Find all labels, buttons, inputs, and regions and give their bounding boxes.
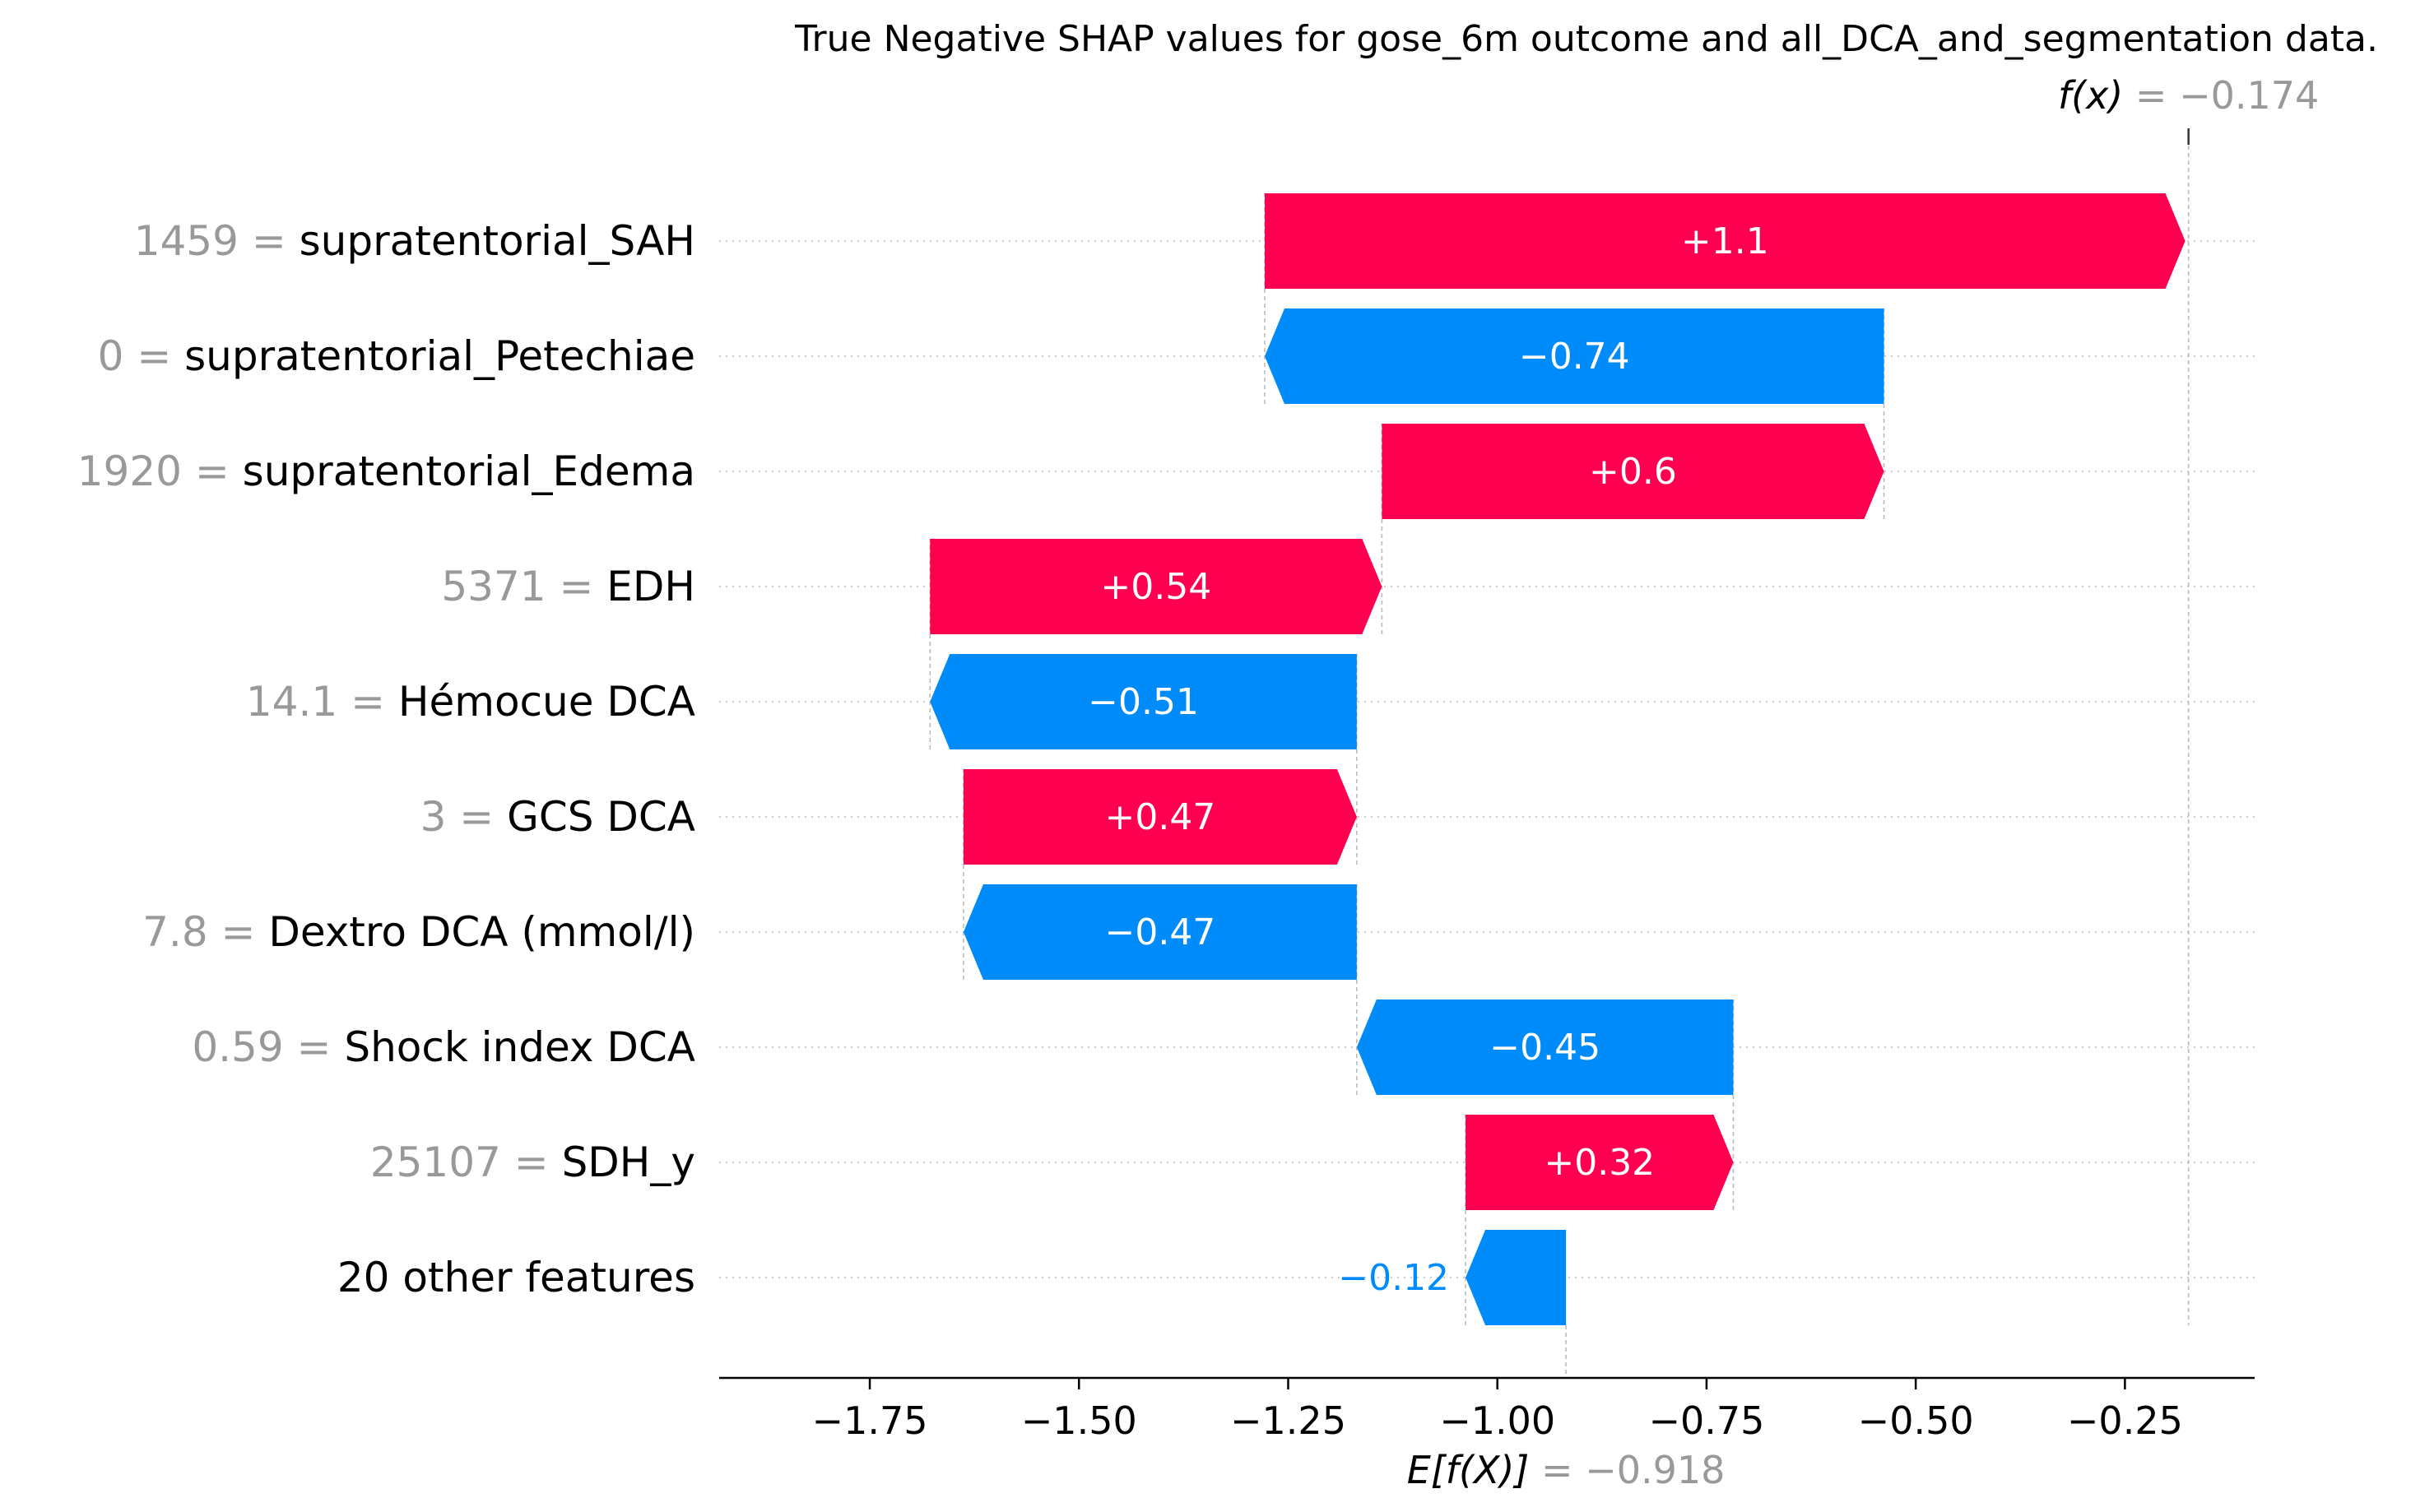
x-tick-label: −0.75 xyxy=(1648,1398,1764,1443)
x-tick-label: −0.50 xyxy=(1858,1398,1974,1443)
feature-label: 20 other features xyxy=(337,1254,695,1301)
shap-bar xyxy=(963,884,1357,980)
shap-bar xyxy=(1382,424,1884,519)
x-tick-label: −1.50 xyxy=(1021,1398,1137,1443)
shap-bar xyxy=(930,539,1382,634)
bar-value-label: +0.54 xyxy=(1100,566,1211,608)
x-tick-label: −1.00 xyxy=(1439,1398,1555,1443)
bar-value-label: +1.1 xyxy=(1681,220,1769,262)
feature-value: 0.59 = xyxy=(192,1023,344,1071)
feature-label: 1920 = supratentorial_Edema xyxy=(77,448,695,495)
feature-name: Hémocue DCA xyxy=(398,678,695,726)
shap-bar xyxy=(1466,1115,1734,1210)
feature-value: 0 = xyxy=(98,332,185,380)
shap-bar xyxy=(1265,308,1884,404)
bar-value-label: +0.47 xyxy=(1104,796,1215,838)
x-tick-label: −1.75 xyxy=(812,1398,928,1443)
feature-name: Shock index DCA xyxy=(344,1023,695,1071)
feature-label: 1459 = supratentorial_SAH xyxy=(134,217,695,265)
feature-name: 20 other features xyxy=(337,1254,695,1301)
feature-name: supratentorial_SAH xyxy=(300,217,695,265)
feature-value: 25107 = xyxy=(370,1139,562,1186)
shap-bar xyxy=(1265,193,2185,289)
feature-value: 5371 = xyxy=(441,563,606,610)
shap-bar xyxy=(1466,1230,1567,1325)
bar-value-label: −0.74 xyxy=(1519,336,1630,378)
shap-bar xyxy=(930,654,1357,749)
x-tick-label: −1.25 xyxy=(1230,1398,1346,1443)
bar-value-label: +0.6 xyxy=(1589,451,1677,493)
feature-name: supratentorial_Petechiae xyxy=(184,332,695,380)
x-tick-label: −0.25 xyxy=(2067,1398,2183,1443)
feature-label: 3 = GCS DCA xyxy=(420,793,695,841)
feature-name: SDH_y xyxy=(562,1139,695,1186)
feature-value: 1920 = xyxy=(77,448,243,495)
feature-value: 14.1 = xyxy=(246,678,398,726)
feature-name: Dextro DCA (mmol/l) xyxy=(268,908,695,956)
fx-value-label: f(x) = −0.174 xyxy=(2058,73,2319,118)
bar-value-label: −0.51 xyxy=(1088,681,1199,723)
bar-value-label: −0.47 xyxy=(1104,911,1215,953)
feature-label: 5371 = EDH xyxy=(441,563,695,610)
bar-value-label: +0.32 xyxy=(1544,1142,1655,1184)
shap-bar xyxy=(1356,999,1734,1095)
bar-value-label: −0.45 xyxy=(1489,1027,1600,1069)
feature-value: 7.8 = xyxy=(142,908,268,956)
feature-label: 7.8 = Dextro DCA (mmol/l) xyxy=(142,908,695,956)
feature-label: 0 = supratentorial_Petechiae xyxy=(98,332,695,380)
feature-label: 0.59 = Shock index DCA xyxy=(192,1023,695,1071)
feature-label: 25107 = SDH_y xyxy=(370,1139,695,1186)
base-value-label: E[f(X)] = −0.918 xyxy=(1407,1448,1726,1492)
feature-label: 14.1 = Hémocue DCA xyxy=(246,678,695,726)
feature-name: supratentorial_Edema xyxy=(243,448,695,495)
feature-name: EDH xyxy=(606,563,695,610)
feature-name: GCS DCA xyxy=(507,793,695,841)
chart-title: True Negative SHAP values for gose_6m ou… xyxy=(795,18,2378,60)
feature-value: 3 = xyxy=(420,793,508,841)
bar-value-label: −0.12 xyxy=(1338,1257,1449,1299)
shap-bar xyxy=(963,769,1357,865)
feature-value: 1459 = xyxy=(134,217,300,265)
